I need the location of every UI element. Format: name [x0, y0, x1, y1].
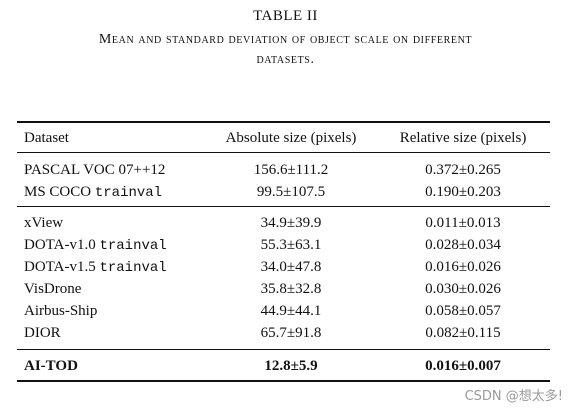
row-relative-size: 0.016±0.007 — [425, 358, 501, 374]
row-absolute-size: 12.8±5.9 — [264, 358, 318, 374]
table-row: MS COCO trainval 99.5±107.5 0.190±0.203 — [0, 181, 571, 203]
group-rule — [17, 349, 550, 350]
row-dataset: AI-TOD — [24, 358, 78, 374]
table-label: TABLE II — [253, 8, 318, 24]
row-dataset: PASCAL VOC 07++12 — [24, 162, 166, 178]
row-dataset: MS COCO trainval — [24, 181, 162, 204]
row-absolute-size: 35.8±32.8 — [260, 281, 322, 297]
row-absolute-size: 44.9±44.1 — [260, 303, 322, 319]
row-dataset: Airbus-Ship — [24, 303, 98, 319]
row-absolute-size: 55.3±63.1 — [260, 237, 322, 253]
row-absolute-size: 65.7±91.8 — [260, 325, 322, 341]
group-rule — [17, 206, 550, 207]
table-row: DIOR 65.7±91.8 0.082±0.115 — [0, 322, 571, 344]
table-row: PASCAL VOC 07++12 156.6±111.2 0.372±0.26… — [0, 159, 571, 181]
table-row: VisDrone 35.8±32.8 0.030±0.026 — [0, 278, 571, 300]
header-relative-size: Relative size (pixels) — [399, 130, 527, 146]
table-row: Airbus-Ship 44.9±44.1 0.058±0.057 — [0, 300, 571, 322]
row-relative-size: 0.082±0.115 — [425, 325, 501, 341]
header-absolute-size: Absolute size (pixels) — [225, 130, 357, 146]
row-dataset-name: DOTA-v1.0 — [24, 237, 96, 253]
table-title: Mean and standard deviation of object sc… — [0, 30, 571, 70]
row-absolute-size: 34.9±39.9 — [260, 215, 322, 231]
row-relative-size: 0.372±0.265 — [425, 162, 501, 178]
bottom-rule — [17, 380, 550, 382]
row-dataset: DIOR — [24, 325, 61, 341]
top-rule — [17, 121, 550, 123]
row-dataset-name: DOTA-v1.5 — [24, 259, 96, 275]
table-row: DOTA-v1.5 trainval 34.0±47.8 0.016±0.026 — [0, 256, 571, 278]
table-header-row: Dataset Absolute size (pixels) Relative … — [0, 127, 571, 149]
row-relative-size: 0.016±0.026 — [425, 259, 501, 275]
table-row: DOTA-v1.0 trainval 55.3±63.1 0.028±0.034 — [0, 234, 571, 256]
row-relative-size: 0.011±0.013 — [425, 215, 501, 231]
row-relative-size: 0.190±0.203 — [425, 184, 501, 200]
watermark: CSDN @想太多! — [464, 389, 563, 404]
row-dataset-name: MS COCO — [24, 184, 92, 200]
row-relative-size: 0.030±0.026 — [425, 281, 501, 297]
row-relative-size: 0.058±0.057 — [425, 303, 501, 319]
row-dataset-split: trainval — [99, 238, 167, 254]
row-dataset: DOTA-v1.5 trainval — [24, 256, 167, 279]
row-relative-size: 0.028±0.034 — [425, 237, 501, 253]
row-dataset: DOTA-v1.0 trainval — [24, 234, 167, 257]
row-absolute-size: 99.5±107.5 — [256, 184, 326, 200]
row-absolute-size: 156.6±111.2 — [253, 162, 329, 178]
table-title-line-1: Mean and standard deviation of object sc… — [98, 32, 473, 47]
header-rule — [17, 152, 550, 153]
table-row: AI-TOD 12.8±5.9 0.016±0.007 — [0, 355, 571, 377]
row-dataset-split: trainval — [94, 185, 163, 201]
row-absolute-size: 34.0±47.8 — [260, 259, 322, 275]
row-dataset: VisDrone — [24, 281, 82, 297]
table-row: xView 34.9±39.9 0.011±0.013 — [0, 212, 571, 234]
table-title-line-2: datasets. — [256, 52, 315, 67]
row-dataset: xView — [24, 215, 64, 231]
row-dataset-split: trainval — [99, 260, 167, 276]
header-dataset: Dataset — [24, 130, 69, 146]
